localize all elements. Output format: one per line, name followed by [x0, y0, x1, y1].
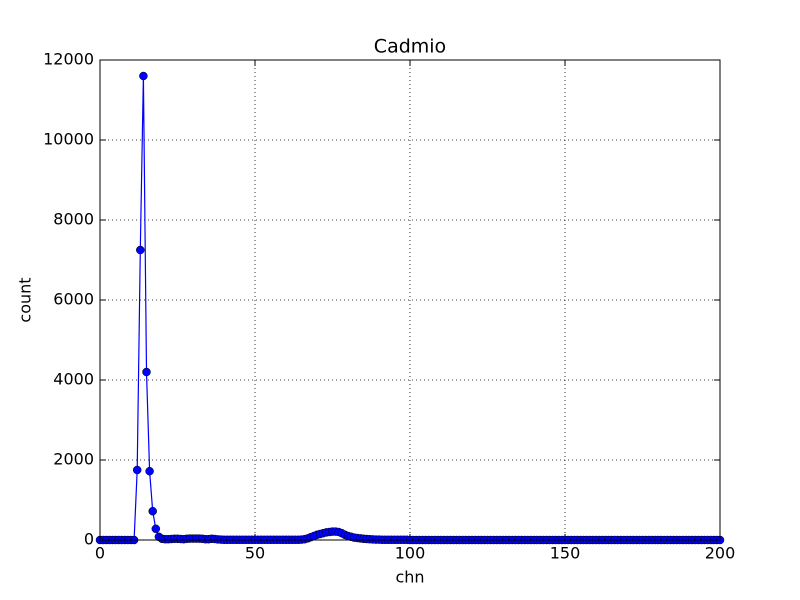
y-tick-label: 12000	[43, 50, 94, 69]
y-tick-label: 10000	[43, 130, 94, 149]
y-tick-label: 4000	[53, 370, 94, 389]
x-axis-label: chn	[395, 568, 424, 587]
y-axis-label: count	[16, 277, 35, 322]
x-tick-label: 150	[550, 544, 581, 563]
y-tick-label: 0	[84, 530, 94, 549]
data-point	[142, 367, 151, 377]
x-tick-label: 200	[705, 544, 736, 563]
data-point	[151, 524, 161, 534]
plot-frame	[99, 59, 721, 541]
chart-title: Cadmio	[374, 36, 446, 58]
x-tick-label: 0	[95, 544, 105, 563]
x-tick-label: 50	[245, 544, 265, 563]
data-point	[145, 466, 154, 476]
y-tick-label: 6000	[53, 290, 94, 309]
data-point	[136, 245, 145, 255]
x-tick-label: 100	[395, 544, 426, 563]
data-point	[132, 465, 142, 475]
y-tick-label: 8000	[53, 210, 94, 229]
y-tick-label: 2000	[53, 450, 94, 469]
data-point	[148, 506, 157, 516]
data-point	[139, 71, 148, 81]
